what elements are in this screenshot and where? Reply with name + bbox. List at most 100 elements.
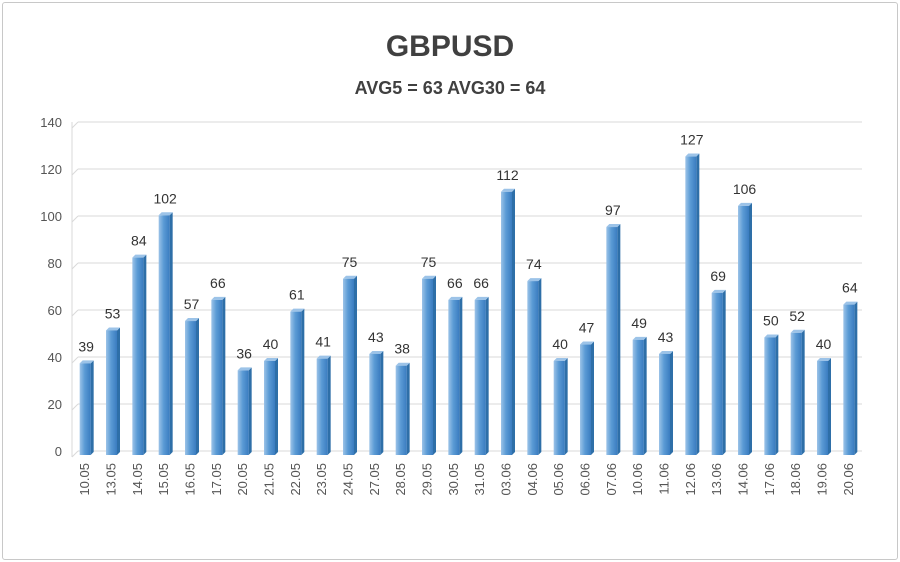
bar-side xyxy=(696,153,700,456)
bar xyxy=(290,311,302,455)
bar-top xyxy=(264,358,278,361)
bar xyxy=(264,361,275,455)
data-label: 127 xyxy=(680,132,704,148)
bar xyxy=(106,330,117,455)
data-label: 53 xyxy=(105,305,121,321)
x-tick-label: 18.06 xyxy=(788,463,803,496)
bar-top xyxy=(290,308,305,312)
bar-side xyxy=(90,360,94,455)
bar xyxy=(369,353,381,455)
bar xyxy=(316,358,328,455)
x-tick-label: 11.06 xyxy=(657,463,672,495)
bar-top xyxy=(237,367,252,371)
x-tick-label: 15.05 xyxy=(156,463,171,496)
x-tick-label: 23.05 xyxy=(314,463,329,496)
bar-top xyxy=(395,362,410,366)
bar-top xyxy=(343,275,357,279)
data-label: 75 xyxy=(342,254,358,270)
bar-side xyxy=(564,358,568,455)
bar xyxy=(632,339,644,455)
bar xyxy=(79,363,91,455)
y-tick-label: 20 xyxy=(48,397,62,412)
data-label: 66 xyxy=(447,275,463,291)
x-tick-label: 13.05 xyxy=(104,463,119,496)
bar-side xyxy=(617,224,621,455)
data-label: 74 xyxy=(526,256,542,272)
data-label: 47 xyxy=(579,320,595,336)
x-tick-label: 10.06 xyxy=(630,463,645,496)
bar xyxy=(659,353,670,455)
bar-side xyxy=(327,355,331,455)
bar xyxy=(501,191,512,456)
grid-line-connector xyxy=(71,168,79,176)
bar xyxy=(237,370,249,455)
bar-side xyxy=(248,367,252,455)
bar xyxy=(606,227,618,455)
data-label: 84 xyxy=(131,233,147,249)
data-label: 43 xyxy=(658,329,674,345)
bar-side xyxy=(538,278,542,455)
bar-top xyxy=(369,350,384,354)
bar xyxy=(685,156,697,456)
grid-line-connector xyxy=(71,309,79,317)
bar-top xyxy=(632,336,647,340)
data-label: 106 xyxy=(733,181,757,197)
bar xyxy=(474,299,486,455)
bar-side xyxy=(749,202,752,455)
data-labels: 39 53 84 102 57 66 36 40 61 41 75 43 38 75 66 66 112 74 40… xyxy=(78,132,857,362)
data-label: 38 xyxy=(394,341,410,357)
bar-side xyxy=(117,327,120,455)
y-tick-label: 100 xyxy=(40,209,62,224)
bar-side xyxy=(775,334,779,455)
bar-top xyxy=(843,301,858,305)
data-label: 40 xyxy=(552,336,568,352)
bar-side xyxy=(854,301,858,455)
data-label: 50 xyxy=(763,313,779,329)
bar-top xyxy=(764,334,779,338)
bar-side xyxy=(722,289,726,455)
bar-top xyxy=(185,318,199,322)
bar-side xyxy=(591,341,594,455)
data-label: 64 xyxy=(842,280,858,296)
bar-top xyxy=(553,358,568,361)
bar xyxy=(448,299,460,455)
bar-side xyxy=(169,212,173,455)
bar-top xyxy=(659,350,673,354)
bar-side xyxy=(485,296,489,455)
x-tick-label: 06.06 xyxy=(578,463,593,496)
data-label: 69 xyxy=(710,268,726,284)
chart-title: GBPUSD xyxy=(385,30,515,63)
data-label: 40 xyxy=(816,336,832,352)
x-tick-label: 17.05 xyxy=(209,463,224,496)
y-tick-label: 40 xyxy=(48,350,62,365)
data-label: 112 xyxy=(496,167,519,183)
x-tick-label: 13.06 xyxy=(709,463,724,496)
data-label: 43 xyxy=(368,329,384,345)
y-tick-label: 80 xyxy=(48,256,62,271)
bar-top xyxy=(422,275,436,279)
bar-side xyxy=(196,318,199,455)
bar-side xyxy=(380,350,384,455)
bar xyxy=(132,257,144,455)
data-label: 66 xyxy=(473,275,489,291)
data-label: 52 xyxy=(789,308,805,324)
x-tick-label: 21.05 xyxy=(262,463,277,496)
x-tick-label: 27.05 xyxy=(367,463,382,496)
bar xyxy=(527,281,539,455)
data-label: 39 xyxy=(78,338,94,354)
bar-top xyxy=(448,296,463,300)
bar xyxy=(738,205,749,455)
bar xyxy=(185,321,196,455)
bar-side xyxy=(670,350,673,455)
bar-side xyxy=(643,336,647,455)
bar-side xyxy=(512,188,515,456)
x-tick-label: 03.06 xyxy=(499,463,514,496)
bar-top xyxy=(132,254,147,258)
y-tick-label: 0 xyxy=(55,444,62,459)
bar-top xyxy=(211,296,226,300)
x-tick-label: 07.06 xyxy=(604,463,619,496)
bar-top xyxy=(790,329,805,333)
data-label: 75 xyxy=(421,254,437,270)
x-tick-label: 31.05 xyxy=(472,463,487,496)
